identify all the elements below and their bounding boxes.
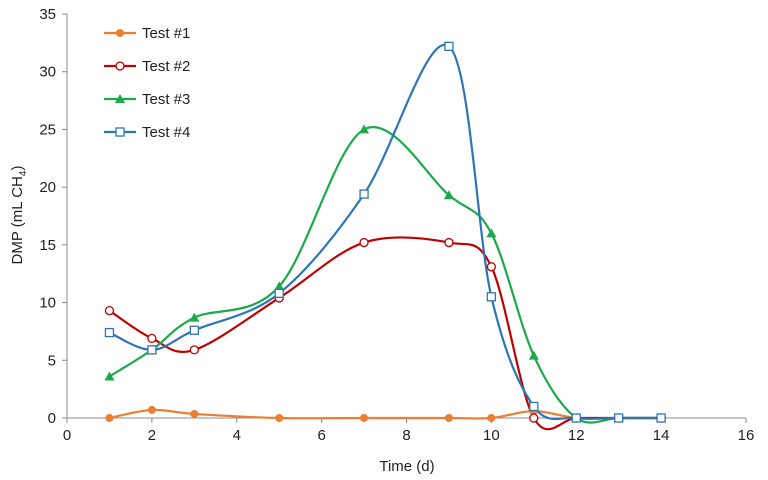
y-axis-title-subscript: 4	[18, 170, 29, 176]
legend-marker	[115, 94, 125, 103]
legend: Test #1 Test #2 Test #3 Test #4	[104, 25, 190, 141]
data-point-test-4	[529, 401, 539, 412]
legend-marker	[115, 61, 125, 71]
data-point-test-2	[147, 333, 157, 344]
x-tick-label: 16	[738, 427, 755, 444]
data-point-test-1	[444, 414, 453, 422]
x-tick-label: 12	[568, 427, 585, 444]
data-point-test-3	[486, 228, 497, 238]
legend-marker	[115, 127, 125, 137]
data-point-test-4	[189, 325, 199, 335]
data-point-test-3	[443, 190, 454, 200]
data-point-test-1	[487, 414, 496, 422]
data-point-test-4	[104, 327, 115, 338]
data-point-test-2	[189, 345, 199, 355]
y-tick-label: 20	[39, 179, 56, 196]
series-line-test-3	[108, 126, 662, 424]
data-point-test-4	[614, 413, 624, 423]
y-tick-label: 30	[39, 64, 56, 81]
data-point-test-1	[275, 414, 284, 422]
data-point-test-1	[360, 414, 369, 422]
legend-label: Test #1	[142, 25, 190, 42]
legend-marker	[116, 29, 124, 37]
axes	[62, 13, 747, 423]
x-tick-label: 10	[483, 427, 500, 444]
data-point-test-4	[274, 288, 284, 298]
y-axis-title-end: )	[9, 166, 26, 171]
y-tick-label: 5	[48, 352, 56, 369]
x-tick-label: 8	[402, 427, 410, 444]
data-point-test-2	[444, 237, 454, 248]
legend-label: Test #2	[142, 58, 190, 75]
legend-item-test-3: Test #3	[104, 91, 190, 108]
data-point-test-4	[444, 41, 454, 51]
data-point-test-2	[486, 262, 497, 272]
series-line-test-4	[108, 43, 662, 421]
legend-label: Test #3	[142, 91, 190, 108]
data-point-test-3	[359, 124, 370, 134]
y-tick-label: 15	[39, 237, 56, 254]
legend-item-test-4: Test #4	[104, 124, 190, 141]
x-tick-label: 6	[317, 427, 325, 444]
tick-labels: 0 2 4 6 8 10 12 14 16 0 5 10 15 20 25 30 35	[39, 6, 754, 444]
y-tick-label: 35	[39, 6, 56, 23]
data-point-test-1	[190, 409, 199, 418]
y-axis-title-main: DMP (mL CH	[9, 176, 26, 264]
data-point-test-4	[656, 413, 666, 423]
data-point-test-4	[486, 292, 497, 302]
legend-label: Test #4	[142, 124, 190, 141]
legend-item-test-2: Test #2	[104, 58, 190, 75]
x-axis-title: Time (d)	[379, 458, 434, 475]
data-point-test-2	[104, 306, 115, 316]
data-point-test-2	[529, 413, 539, 423]
data-point-test-3	[528, 350, 539, 360]
x-tick-label: 0	[63, 427, 71, 444]
data-point-test-2	[359, 237, 369, 248]
data-point-test-1	[147, 405, 156, 414]
x-tick-label: 2	[148, 427, 156, 444]
data-point-test-3	[274, 281, 285, 291]
x-tick-label: 14	[653, 427, 670, 444]
data-point-test-3	[104, 371, 115, 381]
y-tick-label: 0	[48, 410, 56, 427]
data-point-test-4	[359, 189, 369, 199]
data-point-test-4	[147, 345, 157, 355]
data-point-test-4	[571, 413, 581, 423]
data-point-test-1	[105, 414, 114, 422]
y-axis-title: DMP (mL CH4)	[9, 166, 29, 265]
data-point-test-3	[189, 312, 200, 322]
series-markers	[104, 41, 667, 423]
y-tick-label: 10	[39, 295, 56, 312]
legend-item-test-1: Test #1	[104, 25, 190, 42]
y-tick-label: 25	[39, 121, 56, 138]
series-lines	[108, 43, 662, 431]
x-tick-label: 4	[233, 427, 241, 444]
